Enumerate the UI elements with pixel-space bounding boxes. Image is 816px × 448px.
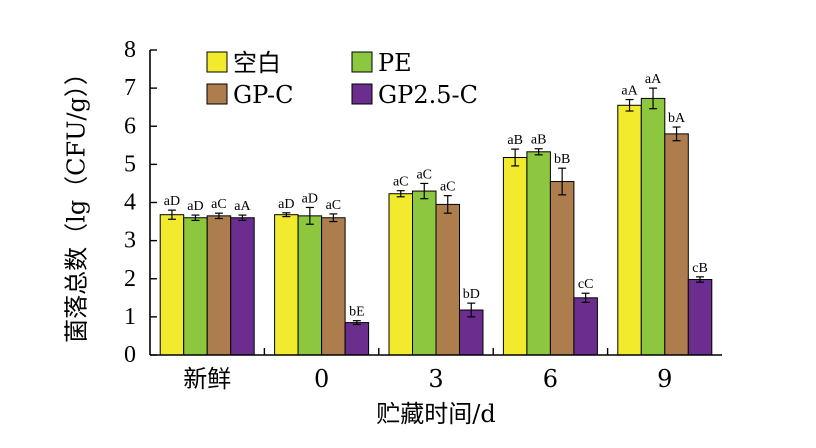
bars-layer [159, 97, 713, 356]
data-label: aD [164, 194, 180, 209]
y-tick-label: 0 [124, 342, 136, 368]
data-label: aD [187, 199, 203, 214]
x-tick-label: 9 [657, 365, 672, 393]
legend-label: GP-C [233, 81, 293, 109]
legend-label: 空白 [233, 49, 281, 77]
bar [687, 279, 713, 356]
bar [549, 181, 575, 356]
bar [526, 151, 551, 356]
bar [183, 217, 208, 356]
data-label: bE [349, 305, 365, 320]
y-tick-label: 8 [124, 37, 136, 63]
x-axis-title: 贮藏时间/d [376, 400, 495, 428]
data-label: aA [645, 72, 662, 87]
legend-swatch [206, 83, 228, 105]
data-label: aA [621, 84, 638, 99]
bar [640, 97, 666, 356]
y-tick-label: 5 [124, 151, 136, 177]
data-label: aC [326, 198, 342, 213]
data-label: aD [302, 191, 318, 206]
x-ticks-layer: 新鲜 0 3 6 9 [183, 348, 672, 393]
x-tick-label: 3 [428, 365, 443, 393]
y-tick-label: 4 [124, 190, 136, 216]
error-bars-layer [167, 87, 705, 326]
x-tick-label: 新鲜 [183, 365, 231, 393]
bar [664, 133, 689, 356]
data-label: aB [531, 133, 547, 148]
bar [388, 193, 413, 356]
y-tick-label: 7 [124, 75, 136, 101]
data-label: bD [463, 287, 480, 302]
bar [573, 297, 598, 356]
legend-swatch [206, 51, 228, 73]
legend-label: GP2.5-C [378, 81, 478, 109]
bar [435, 203, 460, 356]
legend-swatch [351, 83, 373, 105]
data-label: aC [416, 167, 432, 182]
bar [321, 217, 346, 356]
bar [206, 215, 232, 356]
data-label: bA [668, 111, 686, 126]
data-labels-layer: aD aD aC aA aD aD aC bE aC aC aC bD aB aB bB cC aA aA bA cB [164, 72, 708, 320]
data-label: aA [234, 199, 251, 214]
legend-label: PE [378, 49, 412, 77]
data-label: bB [554, 152, 570, 167]
y-tick-label: 2 [124, 266, 136, 292]
data-label: aC [211, 197, 227, 212]
y-tick-label: 6 [124, 113, 136, 139]
bar [617, 104, 642, 356]
data-label: aC [393, 175, 409, 190]
bar [297, 215, 323, 356]
bar [502, 157, 528, 356]
bar [159, 214, 185, 356]
data-label: cC [578, 277, 594, 292]
legend-swatch [351, 51, 373, 73]
bar [344, 322, 370, 356]
y-tick-label: 3 [124, 228, 136, 254]
x-tick-label: 6 [543, 365, 558, 393]
data-label: aB [507, 133, 523, 148]
y-axis-title: 菌落总数（lg（CFU/g）） [63, 61, 91, 343]
y-ticks-layer: 0 1 2 3 4 5 6 7 8 [124, 37, 157, 368]
data-label: cB [692, 261, 708, 276]
bar [230, 217, 255, 356]
y-tick-label: 1 [124, 304, 136, 330]
legend: 空白 PE GP-C GP2.5-C [206, 49, 478, 109]
bar [274, 214, 299, 356]
bar [412, 190, 437, 356]
data-label: aC [440, 180, 456, 195]
x-tick-label: 0 [314, 365, 329, 393]
data-label: aD [278, 197, 294, 212]
